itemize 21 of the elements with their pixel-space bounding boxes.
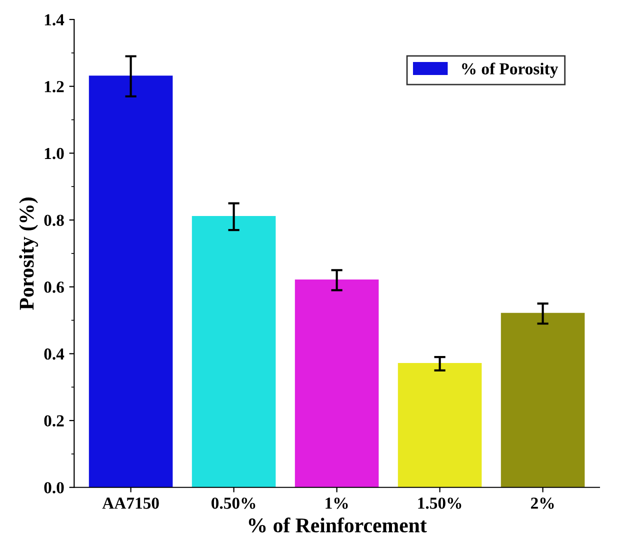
y-tick-label: 0.6: [44, 282, 64, 293]
x-axis-title: % of Reinforcement: [248, 518, 427, 532]
bar: [500, 312, 585, 488]
bar: [192, 216, 276, 488]
x-tick-label: 2%: [531, 498, 554, 509]
y-tick-label: 0.8: [44, 214, 64, 226]
y-tick-label: 1.0: [44, 148, 64, 160]
bar: [88, 76, 173, 488]
x-tick-label: 0.50%: [212, 498, 256, 509]
bar: [294, 279, 379, 488]
bar: [398, 363, 482, 488]
y-axis-title: Porosity (%): [19, 198, 38, 310]
y-tick-label: 1.4: [44, 14, 64, 26]
x-tick-label: AA7150: [102, 498, 159, 509]
y-tick-label: 0.2: [44, 415, 64, 427]
legend-label: % of Porosity: [462, 62, 558, 78]
y-tick-label: 0.4: [44, 348, 64, 360]
x-tick-label: 1.50%: [418, 498, 462, 509]
y-tick-label: 0.0: [44, 482, 64, 494]
y-tick-label: 1.2: [44, 81, 64, 92]
x-tick-label: 1%: [326, 498, 348, 509]
